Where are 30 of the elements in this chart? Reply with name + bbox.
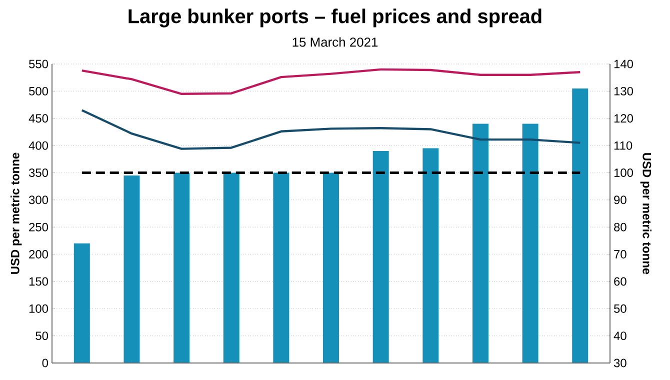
y-tick-label: 300: [28, 196, 48, 204]
y2-tick-label: 130: [614, 86, 634, 96]
y-tick-label: 100: [29, 304, 48, 313]
chart-subtitle: 15 March 2021: [292, 37, 378, 47]
chart-title: Large bunker ports – fuel prices and spread: [128, 8, 542, 28]
y-tick-label: 500: [29, 86, 48, 96]
y2-tick-label: 40: [614, 332, 626, 340]
line-series: [80, 109, 582, 150]
y-axis-title: USD per metric tonne: [10, 152, 22, 274]
y2-tick-label: 30: [614, 358, 626, 368]
y2-tick-label: 80: [614, 222, 626, 232]
y2-tick-label: 50: [614, 304, 626, 313]
y2-tick-label: 90: [614, 196, 626, 204]
y2-tick-label: 100: [614, 168, 634, 177]
y-tick-label: 450: [28, 114, 48, 123]
y-tick-label: 400: [28, 141, 48, 150]
y-tick-label: 150: [29, 277, 48, 286]
y-tick-label: 350: [28, 168, 48, 177]
y-tick-label: 550: [29, 60, 48, 68]
y2-tick-label: 70: [614, 250, 626, 258]
y-tick-label: 0: [42, 358, 48, 368]
y2-tick-label: 110: [614, 141, 632, 150]
y2-tick-label: 140: [614, 60, 634, 68]
y-tick-label: 250: [29, 222, 48, 232]
y2-tick-label: 60: [614, 277, 626, 286]
y2-tick-label: 120: [614, 114, 634, 123]
y2-axis-title: USD per metric tonne: [640, 153, 652, 274]
y-tick-label: 50: [36, 332, 48, 340]
y-tick-label: 200: [29, 250, 48, 258]
line-series: [80, 68, 582, 95]
